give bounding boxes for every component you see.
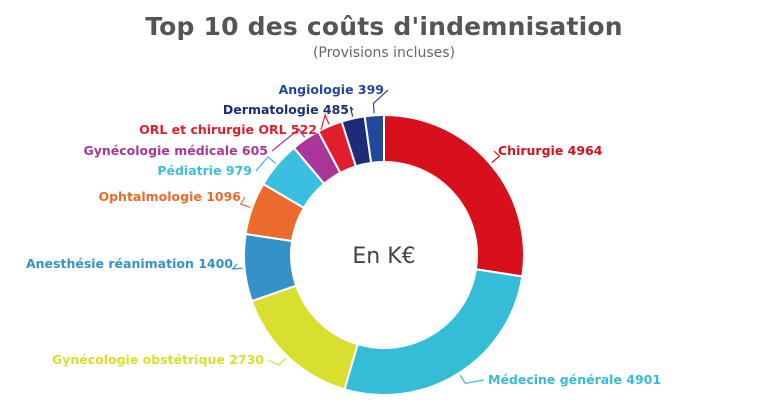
slice-label: Gynécologie médicale 605	[83, 143, 268, 158]
slice-angiologie	[363, 113, 385, 165]
slice-label: Gynécologie obstétrique 2730	[52, 352, 264, 367]
chart-title: Top 10 des coûts d'indemnisation	[145, 12, 623, 41]
leader-line	[459, 374, 485, 385]
leader-line	[271, 128, 306, 152]
leader-line	[320, 113, 330, 131]
slice-m-decine-g-n-rale	[343, 268, 524, 396]
slice-gyn-cologie-obst-trique	[250, 284, 359, 391]
slice-label: Angiologie 399	[279, 82, 384, 97]
leader-line	[231, 263, 243, 270]
slice-label: Anesthésie réanimation 1400	[26, 256, 233, 271]
leader-line	[239, 196, 251, 209]
slice-label: Dermatologie 485	[223, 102, 349, 117]
leader-line	[491, 150, 501, 164]
center-label: En K€	[352, 244, 415, 269]
slice-label: Ophtalmologie 1096	[98, 189, 241, 204]
leader-line	[349, 106, 354, 117]
slice-label: Médecine générale 4901	[488, 372, 661, 387]
leader-line	[372, 89, 389, 114]
slice-chirurgie	[383, 113, 525, 278]
slice-label: ORL et chirurgie ORL 522	[139, 122, 317, 137]
slice-label: Chirurgie 4964	[498, 143, 603, 158]
leader-line	[267, 357, 287, 366]
slice-label: Pédiatrie 979	[157, 163, 252, 178]
chart-subtitle: (Provisions incluses)	[312, 45, 456, 61]
leader-line	[255, 156, 276, 172]
